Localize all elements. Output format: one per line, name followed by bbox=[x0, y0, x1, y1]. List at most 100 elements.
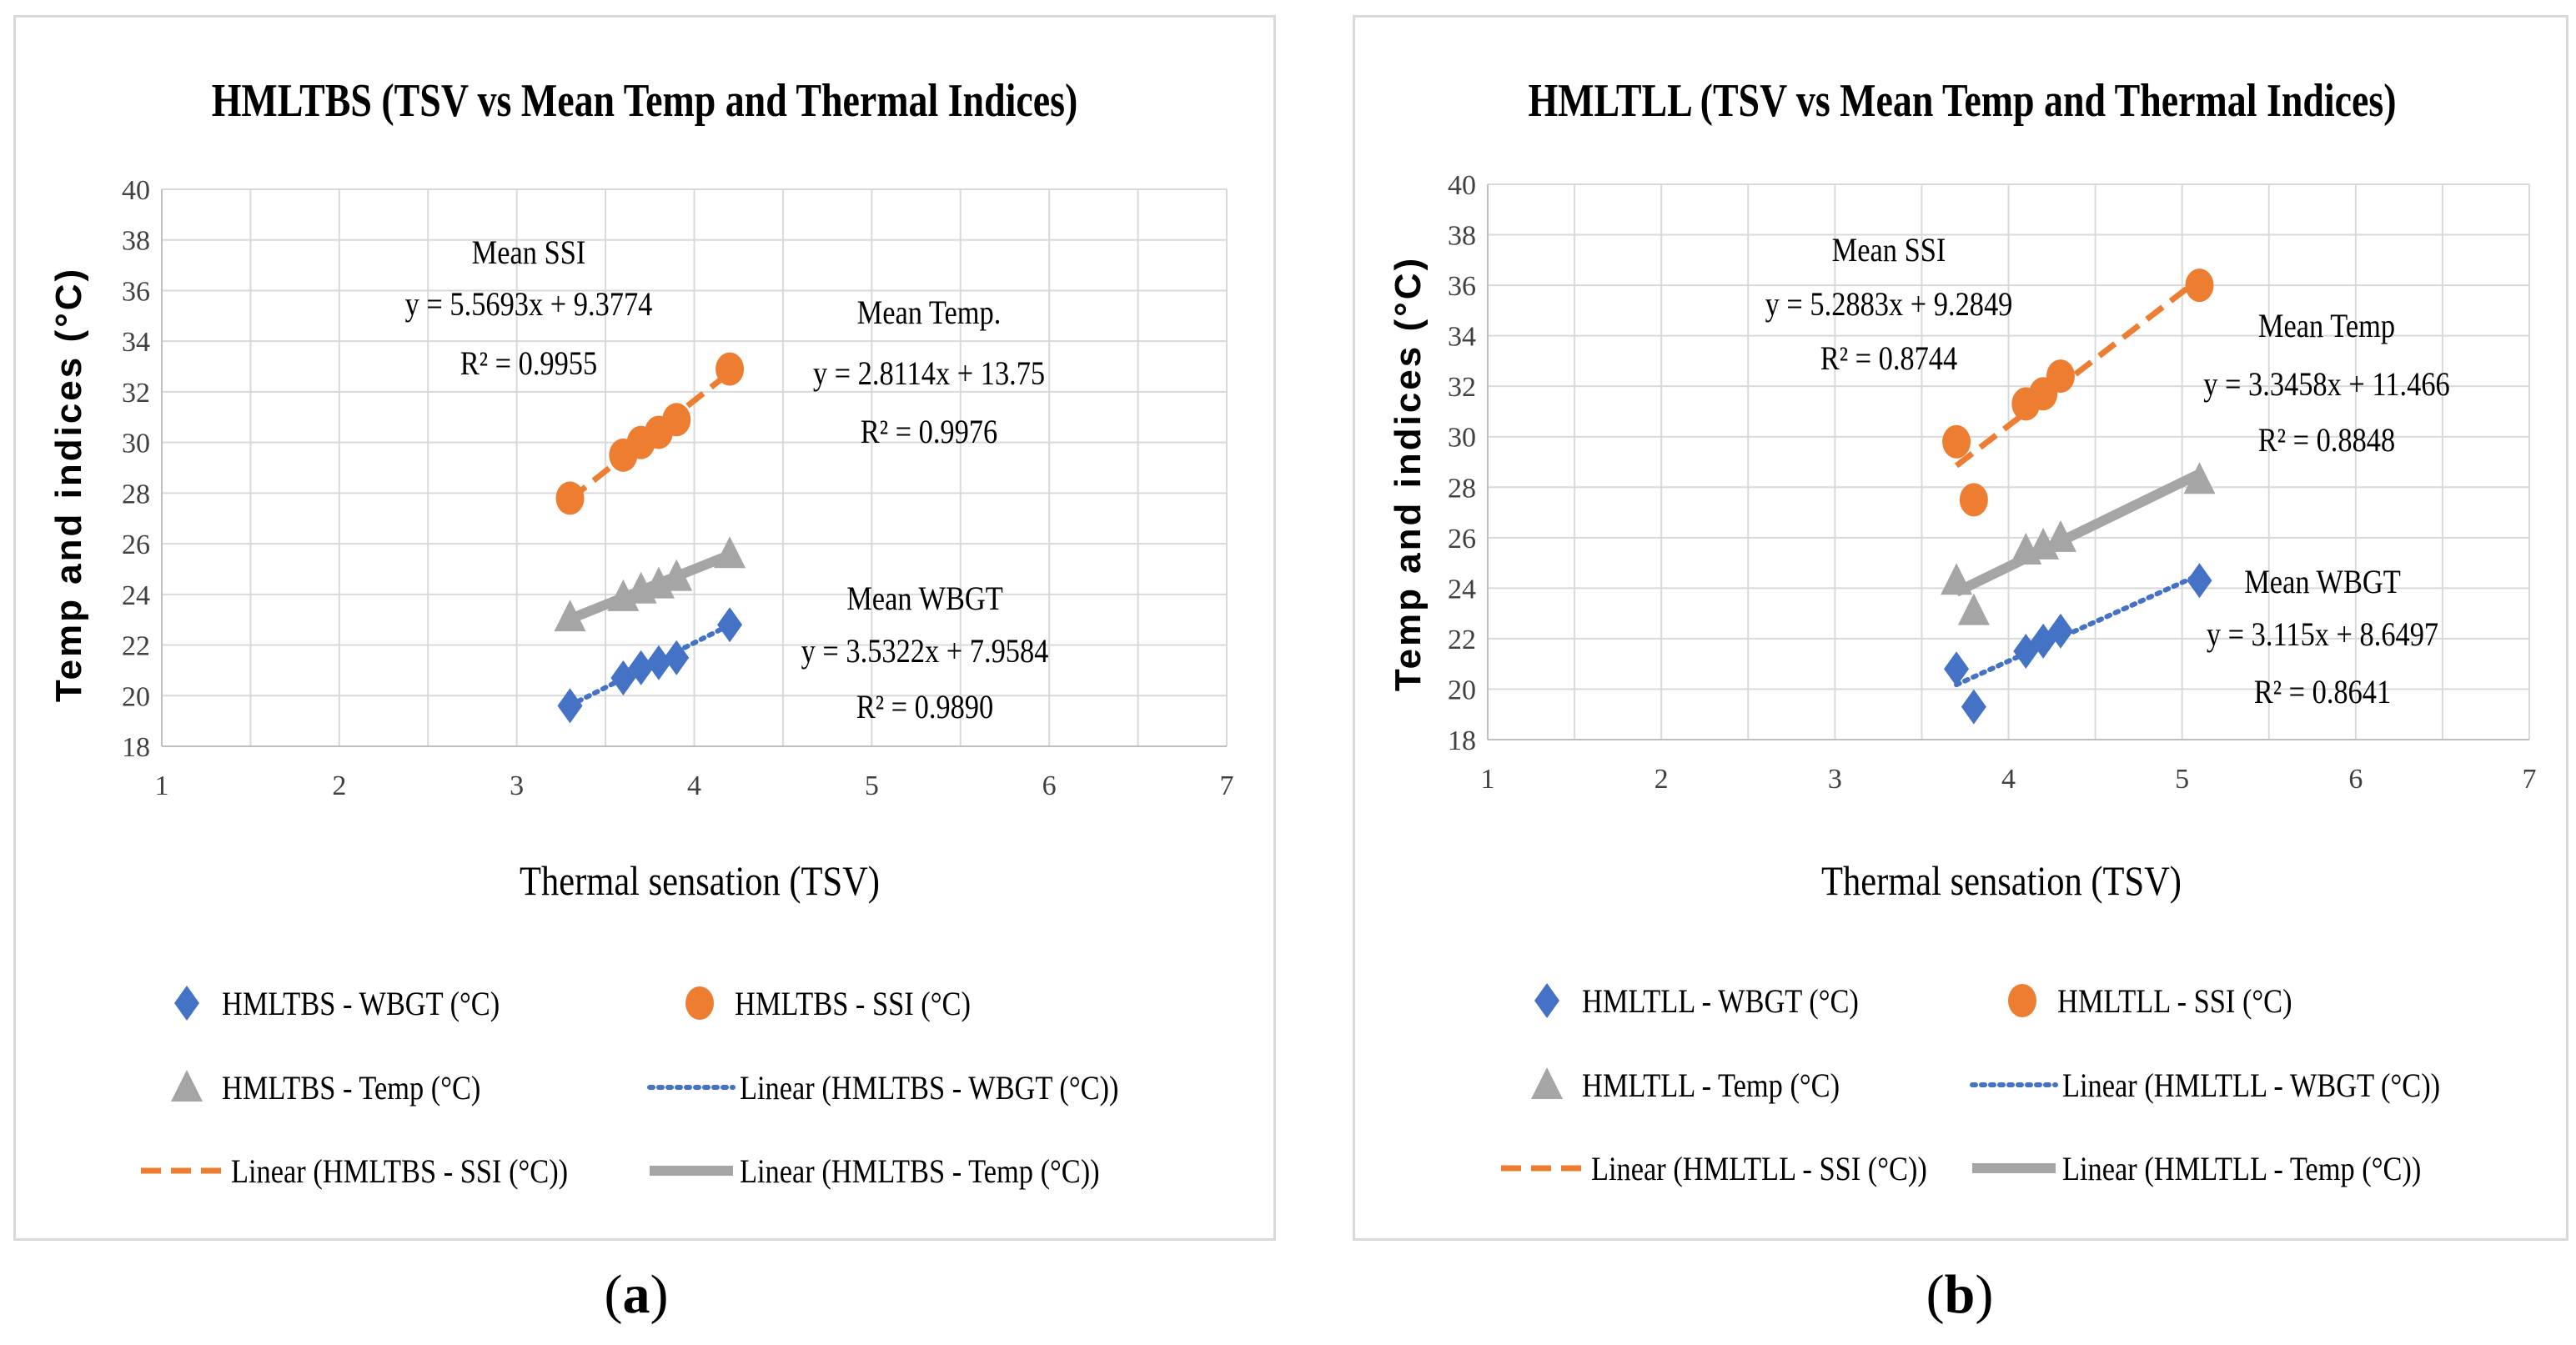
chart-a-point-ssi bbox=[662, 403, 691, 437]
chart-a-y-axis-label: Temp and indices (°C) bbox=[48, 267, 89, 702]
chart-b-legend-label: Linear (HMLTLL - SSI (°C)) bbox=[1591, 1152, 1927, 1188]
chart-b-x-axis-label: Thermal sensation (TSV) bbox=[1821, 859, 2182, 905]
chart-b-x-tick-label: 5 bbox=[2175, 764, 2189, 795]
chart-a-point-wbgt bbox=[664, 640, 690, 675]
chart-a-legend-label: HMLTBS - Temp (°C) bbox=[222, 1071, 480, 1107]
chart-a-annotation-ssi: y = 5.5693x + 9.3774 bbox=[405, 287, 653, 324]
chart-panel-a: HMLTBS (TSV vs Mean Temp and Thermal Ind… bbox=[13, 15, 1276, 1241]
chart-a-legend-label: Linear (HMLTBS - WBGT (°C)) bbox=[740, 1071, 1118, 1107]
chart-a-annotation-temp: R² = 0.9976 bbox=[861, 414, 997, 451]
chart-a-annotation-wbgt: R² = 0.9890 bbox=[856, 690, 993, 726]
chart-b-y-tick-label: 40 bbox=[1448, 170, 1476, 201]
chart-b-x-tick-label: 1 bbox=[1481, 764, 1495, 795]
chart-a-point-ssi bbox=[555, 481, 585, 515]
caption-b-open: ( bbox=[1926, 1264, 1945, 1325]
chart-a-point-wbgt bbox=[717, 607, 743, 643]
chart-a-point-wbgt bbox=[557, 688, 583, 724]
chart-a-point-wbgt bbox=[628, 650, 654, 685]
chart-b-y-tick-label: 30 bbox=[1448, 423, 1476, 454]
chart-b-annotation-temp: Mean Temp bbox=[2258, 309, 2395, 345]
chart-a-x-tick-label: 7 bbox=[1220, 770, 1234, 801]
chart-b-point-ssi bbox=[1959, 483, 1988, 517]
chart-a-legend-label: Linear (HMLTBS - SSI (°C)) bbox=[231, 1154, 568, 1191]
caption-a-letter: a bbox=[622, 1264, 650, 1325]
chart-a-y-tick-label: 20 bbox=[122, 681, 150, 712]
chart-a-y-tick-label: 26 bbox=[122, 529, 150, 560]
chart-a-annotation-ssi: Mean SSI bbox=[472, 235, 586, 272]
chart-a-legend-label: Linear (HMLTBS - Temp (°C)) bbox=[740, 1154, 1100, 1191]
chart-panel-b: HMLTLL (TSV vs Mean Temp and Thermal Ind… bbox=[1353, 15, 2568, 1241]
chart-a-y-tick-label: 24 bbox=[122, 580, 150, 611]
caption-a: (a) bbox=[553, 1263, 720, 1327]
caption-b: (b) bbox=[1876, 1263, 2043, 1327]
chart-b-point-wbgt bbox=[2187, 563, 2212, 599]
chart-b-point-ssi bbox=[2046, 359, 2075, 394]
chart-b-y-tick-label: 24 bbox=[1448, 574, 1476, 605]
chart-b-legend-symbol-wbgt bbox=[1534, 983, 1559, 1018]
chart-a-point-ssi bbox=[716, 352, 745, 386]
chart-a-annotation-wbgt: y = 3.5322x + 7.9584 bbox=[801, 634, 1049, 670]
chart-b-annotation-wbgt: R² = 0.8641 bbox=[2254, 675, 2391, 711]
chart-b-point-temp bbox=[2044, 519, 2076, 552]
caption-a-open: ( bbox=[604, 1264, 623, 1325]
chart-b-legend-label: Linear (HMLTLL - Temp (°C)) bbox=[2062, 1152, 2421, 1188]
chart-a-legend-symbol-wbgt bbox=[174, 986, 199, 1021]
chart-b-x-tick-label: 6 bbox=[2348, 764, 2363, 795]
chart-a-point-temp bbox=[714, 536, 746, 569]
chart-b-legend-label: HMLTLL - SSI (°C) bbox=[2057, 984, 2292, 1021]
chart-a-y-tick-label: 18 bbox=[122, 732, 150, 763]
chart-b-annotation-temp: y = 3.3458x + 11.466 bbox=[2203, 367, 2449, 404]
chart-b-point-temp bbox=[1941, 563, 1973, 595]
chart-a-point-wbgt bbox=[645, 645, 671, 680]
chart-b-y-tick-label: 26 bbox=[1448, 524, 1476, 555]
chart-b-y-axis-label: Temp and indices (°C) bbox=[1388, 256, 1429, 691]
chart-a-y-tick-label: 36 bbox=[122, 276, 150, 307]
chart-a-x-axis-label: Thermal sensation (TSV) bbox=[520, 859, 880, 905]
chart-b-annotation-ssi: R² = 0.8744 bbox=[1820, 341, 1958, 378]
chart-b-y-tick-label: 20 bbox=[1448, 675, 1476, 705]
chart-b-y-tick-label: 22 bbox=[1448, 625, 1476, 655]
chart-a-y-tick-label: 22 bbox=[122, 631, 150, 662]
chart-a-annotation-temp: y = 2.8114x + 13.75 bbox=[813, 356, 1045, 393]
chart-b-annotation-wbgt: y = 3.115x + 8.6497 bbox=[2207, 617, 2438, 654]
chart-a-y-tick-label: 38 bbox=[122, 226, 150, 257]
chart-a-x-tick-label: 5 bbox=[865, 770, 879, 801]
chart-b-x-tick-label: 4 bbox=[2001, 764, 2016, 795]
chart-a-x-tick-label: 6 bbox=[1042, 770, 1057, 801]
chart-b-annotation-temp: R² = 0.8848 bbox=[2258, 423, 2395, 459]
chart-b-annotation-ssi: Mean SSI bbox=[1832, 233, 1946, 269]
chart-b-y-tick-label: 28 bbox=[1448, 473, 1476, 504]
chart-a-annotation-ssi: R² = 0.9955 bbox=[460, 346, 597, 383]
chart-a-legend-label: HMLTBS - WBGT (°C) bbox=[222, 986, 500, 1023]
chart-b-x-tick-label: 7 bbox=[2523, 764, 2537, 795]
chart-b-annotation-ssi: y = 5.2883x + 9.2849 bbox=[1765, 287, 2013, 324]
chart-b-point-ssi bbox=[1942, 424, 1971, 459]
chart-b-trendline-wbgt bbox=[1954, 572, 2202, 688]
chart-b-y-tick-label: 32 bbox=[1448, 372, 1476, 403]
chart-a-annotation-temp: Mean Temp. bbox=[857, 295, 1002, 332]
chart-b-legend-label: HMLTLL - WBGT (°C) bbox=[1582, 984, 1859, 1021]
chart-a-legend-symbol-temp bbox=[171, 1070, 203, 1102]
chart-b-point-temp bbox=[2183, 462, 2216, 494]
chart-b-point-ssi bbox=[2185, 268, 2214, 303]
chart-b-y-tick-label: 18 bbox=[1448, 725, 1476, 756]
chart-a-y-tick-label: 28 bbox=[122, 479, 150, 509]
chart-b-point-wbgt bbox=[1961, 689, 1986, 725]
chart-b-legend-label: Linear (HMLTLL - WBGT (°C)) bbox=[2062, 1068, 2440, 1105]
chart-a-title: HMLTBS (TSV vs Mean Temp and Thermal Ind… bbox=[212, 75, 1078, 127]
chart-a-x-tick-label: 2 bbox=[332, 770, 346, 801]
chart-a-legend-label: HMLTBS - SSI (°C) bbox=[735, 986, 971, 1023]
caption-b-close: ) bbox=[1975, 1264, 1994, 1325]
chart-b-annotation-wbgt: Mean WBGT bbox=[2244, 565, 2401, 601]
chart-b-legend-label: HMLTLL - Temp (°C) bbox=[1582, 1068, 1840, 1105]
chart-b-x-tick-label: 2 bbox=[1655, 764, 1669, 795]
chart-a-y-tick-label: 40 bbox=[122, 175, 150, 206]
chart-a-x-tick-label: 4 bbox=[687, 770, 701, 801]
caption-a-close: ) bbox=[650, 1264, 669, 1325]
chart-b-trendline-temp bbox=[1954, 469, 2202, 597]
chart-b-trendline-ssi bbox=[1954, 276, 2202, 469]
caption-b-letter: b bbox=[1944, 1264, 1976, 1325]
chart-b-point-temp bbox=[1957, 593, 1990, 625]
chart-a-y-tick-label: 34 bbox=[122, 327, 150, 358]
chart-b: HMLTLL (TSV vs Mean Temp and Thermal Ind… bbox=[1388, 75, 2537, 1188]
